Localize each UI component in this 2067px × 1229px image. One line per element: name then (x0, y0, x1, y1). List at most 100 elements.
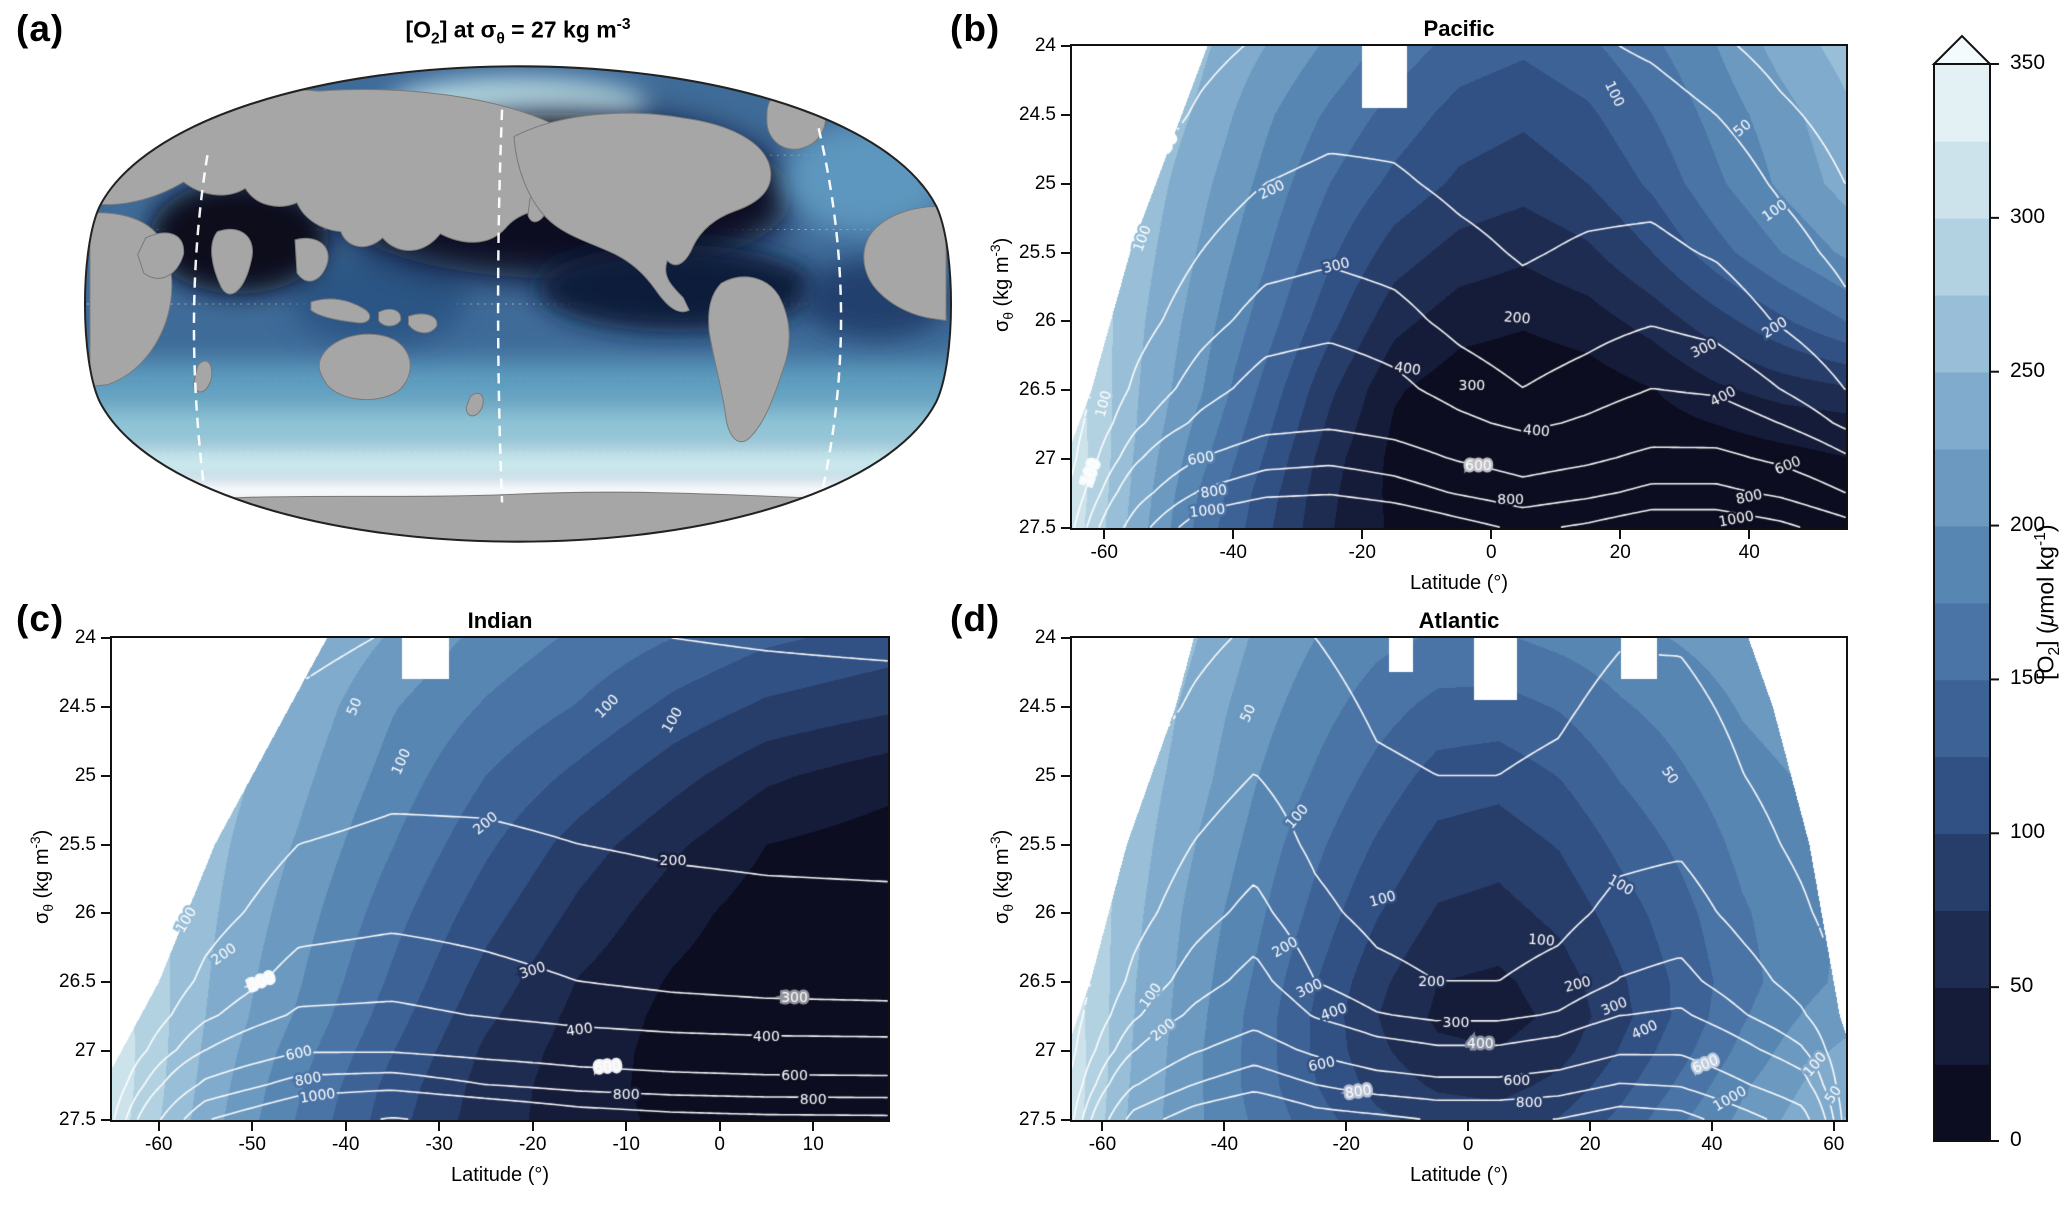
y-tick-label: 27 (1034, 448, 1056, 470)
x-tick-label: 0 (1485, 542, 1497, 563)
y-tick (1061, 981, 1070, 984)
y-tick-label: 24.5 (1019, 103, 1056, 125)
y-tick-label: 27.5 (1019, 517, 1056, 538)
y-tick (1061, 1119, 1070, 1121)
panel-indian: Indian σθ (kg m-3) Latitude (°) -60 -50 -4… (12, 606, 962, 1200)
x-tick (1619, 530, 1622, 539)
pacific-section-canvas (1072, 46, 1846, 528)
x-tick (1832, 1122, 1835, 1131)
y-tick-label: 25 (1034, 764, 1056, 786)
y-tick (1061, 774, 1070, 777)
y-tick-label: 27 (1034, 1040, 1056, 1062)
section-line (496, 109, 504, 503)
pacific-plot-area (1070, 44, 1848, 530)
colorbar-tick-label: 0 (2010, 1128, 2022, 1151)
landmass (318, 333, 411, 401)
y-tick-label: 26 (1034, 310, 1056, 332)
x-tick-label: -40 (332, 1134, 360, 1155)
cb-mu: μ (2032, 613, 2059, 627)
y-tick (1061, 637, 1070, 639)
indian-plot-area (110, 636, 890, 1122)
x-tick (625, 1122, 628, 1131)
colorbar-tick-label: 150 (2010, 666, 2046, 690)
colorbar-block (1934, 294, 1990, 373)
y-tick (101, 637, 110, 639)
indian-section-canvas (112, 638, 888, 1120)
panel-atlantic: Atlantic σθ (kg m-3) Latitude (°) -60 -40… (958, 606, 1908, 1200)
x-tick (1223, 1122, 1226, 1131)
x-tick-label: -10 (612, 1134, 640, 1155)
colorbar-block (1934, 833, 1990, 912)
colorbar-block (1934, 679, 1990, 758)
cb-paren: ] ( (2032, 626, 2059, 647)
y-tick (1061, 182, 1070, 185)
colorbar-panel: [O2] (μmol kg-1) 0 50 100 150 200 250 300 350 (1926, 34, 2067, 1224)
colorbar-tick-label: 50 (2010, 974, 2034, 998)
y-tick-label: 26 (74, 902, 96, 924)
landmass (465, 392, 484, 417)
colorbar-tick-label: 250 (2010, 358, 2046, 382)
x-tick-label: -40 (1219, 542, 1247, 563)
y-tick-label: 24.5 (1019, 695, 1056, 717)
y-tick (1061, 527, 1070, 529)
y-tick (1061, 458, 1070, 461)
y-tick (1061, 705, 1070, 708)
colorbar-block (1934, 448, 1990, 527)
map-title-o2: [O (405, 16, 431, 43)
x-tick (1345, 1122, 1348, 1131)
world-map (84, 65, 952, 543)
map-title-sub2: 2 (431, 30, 440, 48)
x-tick (438, 1122, 441, 1131)
panel-letter-d: (d) (950, 598, 1001, 639)
oxygen-shade-blob (84, 361, 952, 410)
atlantic-plot-area (1070, 636, 1848, 1122)
x-tick-label: 0 (1462, 1134, 1474, 1155)
y-tick (101, 912, 110, 915)
y-tick-label: 25.5 (59, 833, 96, 855)
map-outline (84, 65, 952, 543)
landmass (378, 308, 402, 327)
atlantic-y-axis-label: σθ (kg m-3) (988, 757, 1016, 997)
colorbar-svg (1931, 34, 1999, 1142)
y-tick (1061, 45, 1070, 47)
colorbar-border (1933, 63, 1991, 1142)
oxygen-shade-blob (84, 403, 952, 449)
x-tick-label: 40 (1738, 542, 1760, 563)
x-tick (157, 1122, 160, 1131)
y-tick-label: 26.5 (1019, 971, 1056, 993)
x-tick-label: 20 (1609, 542, 1631, 563)
x-tick (1361, 530, 1364, 539)
y-tick-label: 27.5 (1019, 1109, 1056, 1130)
y-tick (1061, 251, 1070, 254)
y-tick-label: 25.5 (1019, 241, 1056, 263)
landmass (708, 276, 790, 443)
atlantic-title: Atlantic (1418, 608, 1500, 633)
x-tick (1232, 530, 1235, 539)
colorbar-block (1934, 64, 1990, 142)
x-tick-label: -30 (425, 1134, 453, 1155)
colorbar-block (1934, 756, 1990, 835)
y-tick (1061, 113, 1070, 116)
colorbar-block (1934, 371, 1990, 450)
colorbar-tick-label: 350 (2010, 51, 2046, 74)
map-title-at: ] at (439, 16, 481, 43)
colorbar-block (1934, 1064, 1990, 1142)
y-tick (1061, 843, 1070, 846)
colorbar-block (1934, 910, 1990, 988)
indian-y-axis-label: σθ (kg m-3) (28, 757, 56, 997)
indian-title: Indian (467, 608, 533, 633)
y-tick (101, 843, 110, 846)
colorbar-block (1934, 602, 1990, 681)
y-tick (101, 1050, 110, 1053)
landmass (513, 112, 772, 313)
colorbar-block (1934, 217, 1990, 296)
colorbar-tick-label: 100 (2010, 820, 2046, 844)
y-tick-label: 24.5 (59, 695, 96, 717)
landmass (294, 237, 329, 282)
panel-letter-b: (b) (950, 8, 1001, 49)
indian-x-axis-label: Latitude (°) (450, 1164, 550, 1186)
y-tick-label: 25.5 (1019, 833, 1056, 855)
y-tick-label: 26 (1034, 902, 1056, 924)
y-units: (kg m (30, 848, 53, 905)
